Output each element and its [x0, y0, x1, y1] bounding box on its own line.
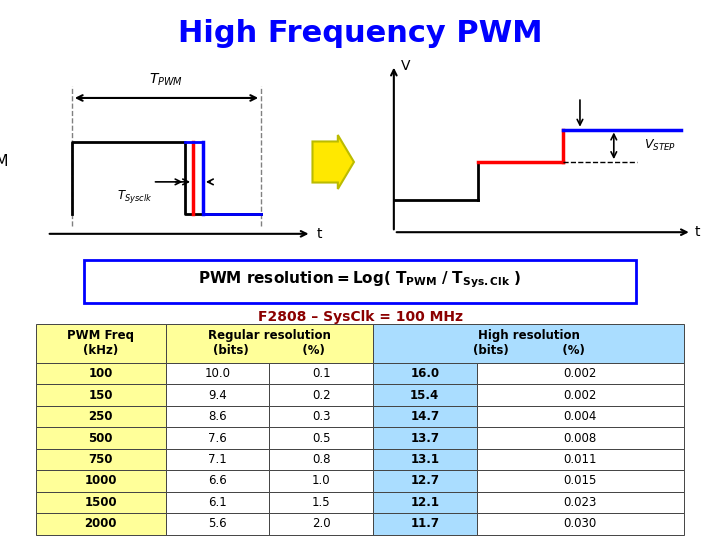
- Bar: [477, 363, 684, 384]
- Text: PWM: PWM: [0, 154, 9, 170]
- Bar: [373, 363, 477, 384]
- Text: 14.7: 14.7: [410, 410, 439, 423]
- Text: 0.2: 0.2: [312, 389, 330, 402]
- Bar: [166, 427, 269, 449]
- Text: 12.1: 12.1: [410, 496, 439, 509]
- Text: 9.4: 9.4: [208, 389, 227, 402]
- Bar: [477, 427, 684, 449]
- Text: 1.0: 1.0: [312, 475, 330, 488]
- Bar: [36, 470, 166, 492]
- Text: 100: 100: [89, 367, 113, 380]
- Text: $T_{Sysclk}$: $T_{Sysclk}$: [117, 188, 153, 205]
- Text: $T_{PWM}$: $T_{PWM}$: [150, 72, 184, 88]
- Text: 5.6: 5.6: [208, 517, 227, 530]
- FancyBboxPatch shape: [84, 260, 636, 302]
- Bar: [477, 449, 684, 470]
- Text: 500: 500: [89, 431, 113, 444]
- Bar: [269, 384, 373, 406]
- Bar: [166, 406, 269, 427]
- Text: 1000: 1000: [84, 475, 117, 488]
- Text: 0.5: 0.5: [312, 431, 330, 444]
- Bar: [36, 427, 166, 449]
- Bar: [166, 449, 269, 470]
- Bar: [269, 427, 373, 449]
- Text: 750: 750: [89, 453, 113, 466]
- Bar: [269, 363, 373, 384]
- Bar: [269, 406, 373, 427]
- Text: 0.002: 0.002: [564, 367, 597, 380]
- Text: 6.6: 6.6: [208, 475, 227, 488]
- Text: 7.6: 7.6: [208, 431, 227, 444]
- Text: F2808 – SysClk = 100 MHz: F2808 – SysClk = 100 MHz: [258, 310, 462, 325]
- Bar: [373, 492, 477, 513]
- Bar: [166, 513, 269, 535]
- Bar: [373, 513, 477, 535]
- Bar: [36, 492, 166, 513]
- Bar: [36, 449, 166, 470]
- Bar: [36, 363, 166, 384]
- Text: 13.1: 13.1: [410, 453, 439, 466]
- Text: 16.0: 16.0: [410, 367, 439, 380]
- Text: High Frequency PWM: High Frequency PWM: [178, 19, 542, 48]
- Text: 12.7: 12.7: [410, 475, 439, 488]
- Text: 1.5: 1.5: [312, 496, 330, 509]
- Text: $\mathbf{PWM\ resolution = Log(\ T_{PWM}\ /\ T_{Sys.Clk}\ )}$: $\mathbf{PWM\ resolution = Log(\ T_{PWM}…: [199, 269, 521, 290]
- Bar: [166, 363, 269, 384]
- Text: 8.6: 8.6: [208, 410, 227, 423]
- Bar: [373, 384, 477, 406]
- Bar: [166, 492, 269, 513]
- Text: 2000: 2000: [84, 517, 117, 530]
- Text: 0.004: 0.004: [564, 410, 597, 423]
- Bar: [166, 384, 269, 406]
- Bar: [166, 470, 269, 492]
- Text: 0.3: 0.3: [312, 410, 330, 423]
- Text: t: t: [695, 225, 701, 239]
- Bar: [36, 406, 166, 427]
- Text: 0.002: 0.002: [564, 389, 597, 402]
- Bar: [269, 449, 373, 470]
- Text: 7.1: 7.1: [208, 453, 227, 466]
- Bar: [477, 406, 684, 427]
- Text: 0.030: 0.030: [564, 517, 597, 530]
- Text: t: t: [316, 227, 322, 241]
- Text: 0.1: 0.1: [312, 367, 330, 380]
- Text: 15.4: 15.4: [410, 389, 439, 402]
- Text: 150: 150: [89, 389, 113, 402]
- Text: 2.0: 2.0: [312, 517, 330, 530]
- Text: 10.0: 10.0: [204, 367, 230, 380]
- Text: 250: 250: [89, 410, 113, 423]
- Bar: [269, 492, 373, 513]
- Bar: [166, 324, 373, 363]
- Bar: [477, 470, 684, 492]
- Bar: [477, 384, 684, 406]
- Bar: [36, 513, 166, 535]
- Bar: [373, 324, 684, 363]
- Text: 0.008: 0.008: [564, 431, 597, 444]
- Text: 6.1: 6.1: [208, 496, 227, 509]
- Bar: [373, 427, 477, 449]
- Text: 11.7: 11.7: [410, 517, 439, 530]
- Bar: [269, 513, 373, 535]
- Bar: [373, 449, 477, 470]
- Text: PWM Freq
(kHz): PWM Freq (kHz): [67, 329, 135, 357]
- Text: 1500: 1500: [84, 496, 117, 509]
- Text: 0.011: 0.011: [564, 453, 597, 466]
- Text: 0.8: 0.8: [312, 453, 330, 466]
- Text: 0.023: 0.023: [564, 496, 597, 509]
- Text: $V_{STEP}$: $V_{STEP}$: [644, 138, 677, 153]
- Text: 13.7: 13.7: [410, 431, 439, 444]
- Bar: [36, 384, 166, 406]
- Bar: [477, 492, 684, 513]
- Text: Regular resolution
(bits)             (%): Regular resolution (bits) (%): [208, 329, 330, 357]
- Text: 0.015: 0.015: [564, 475, 597, 488]
- FancyArrow shape: [312, 135, 354, 189]
- Bar: [373, 470, 477, 492]
- Text: V: V: [400, 59, 410, 73]
- Bar: [477, 513, 684, 535]
- Bar: [373, 406, 477, 427]
- Text: High resolution
(bits)             (%): High resolution (bits) (%): [472, 329, 585, 357]
- Bar: [269, 470, 373, 492]
- Bar: [36, 324, 166, 363]
